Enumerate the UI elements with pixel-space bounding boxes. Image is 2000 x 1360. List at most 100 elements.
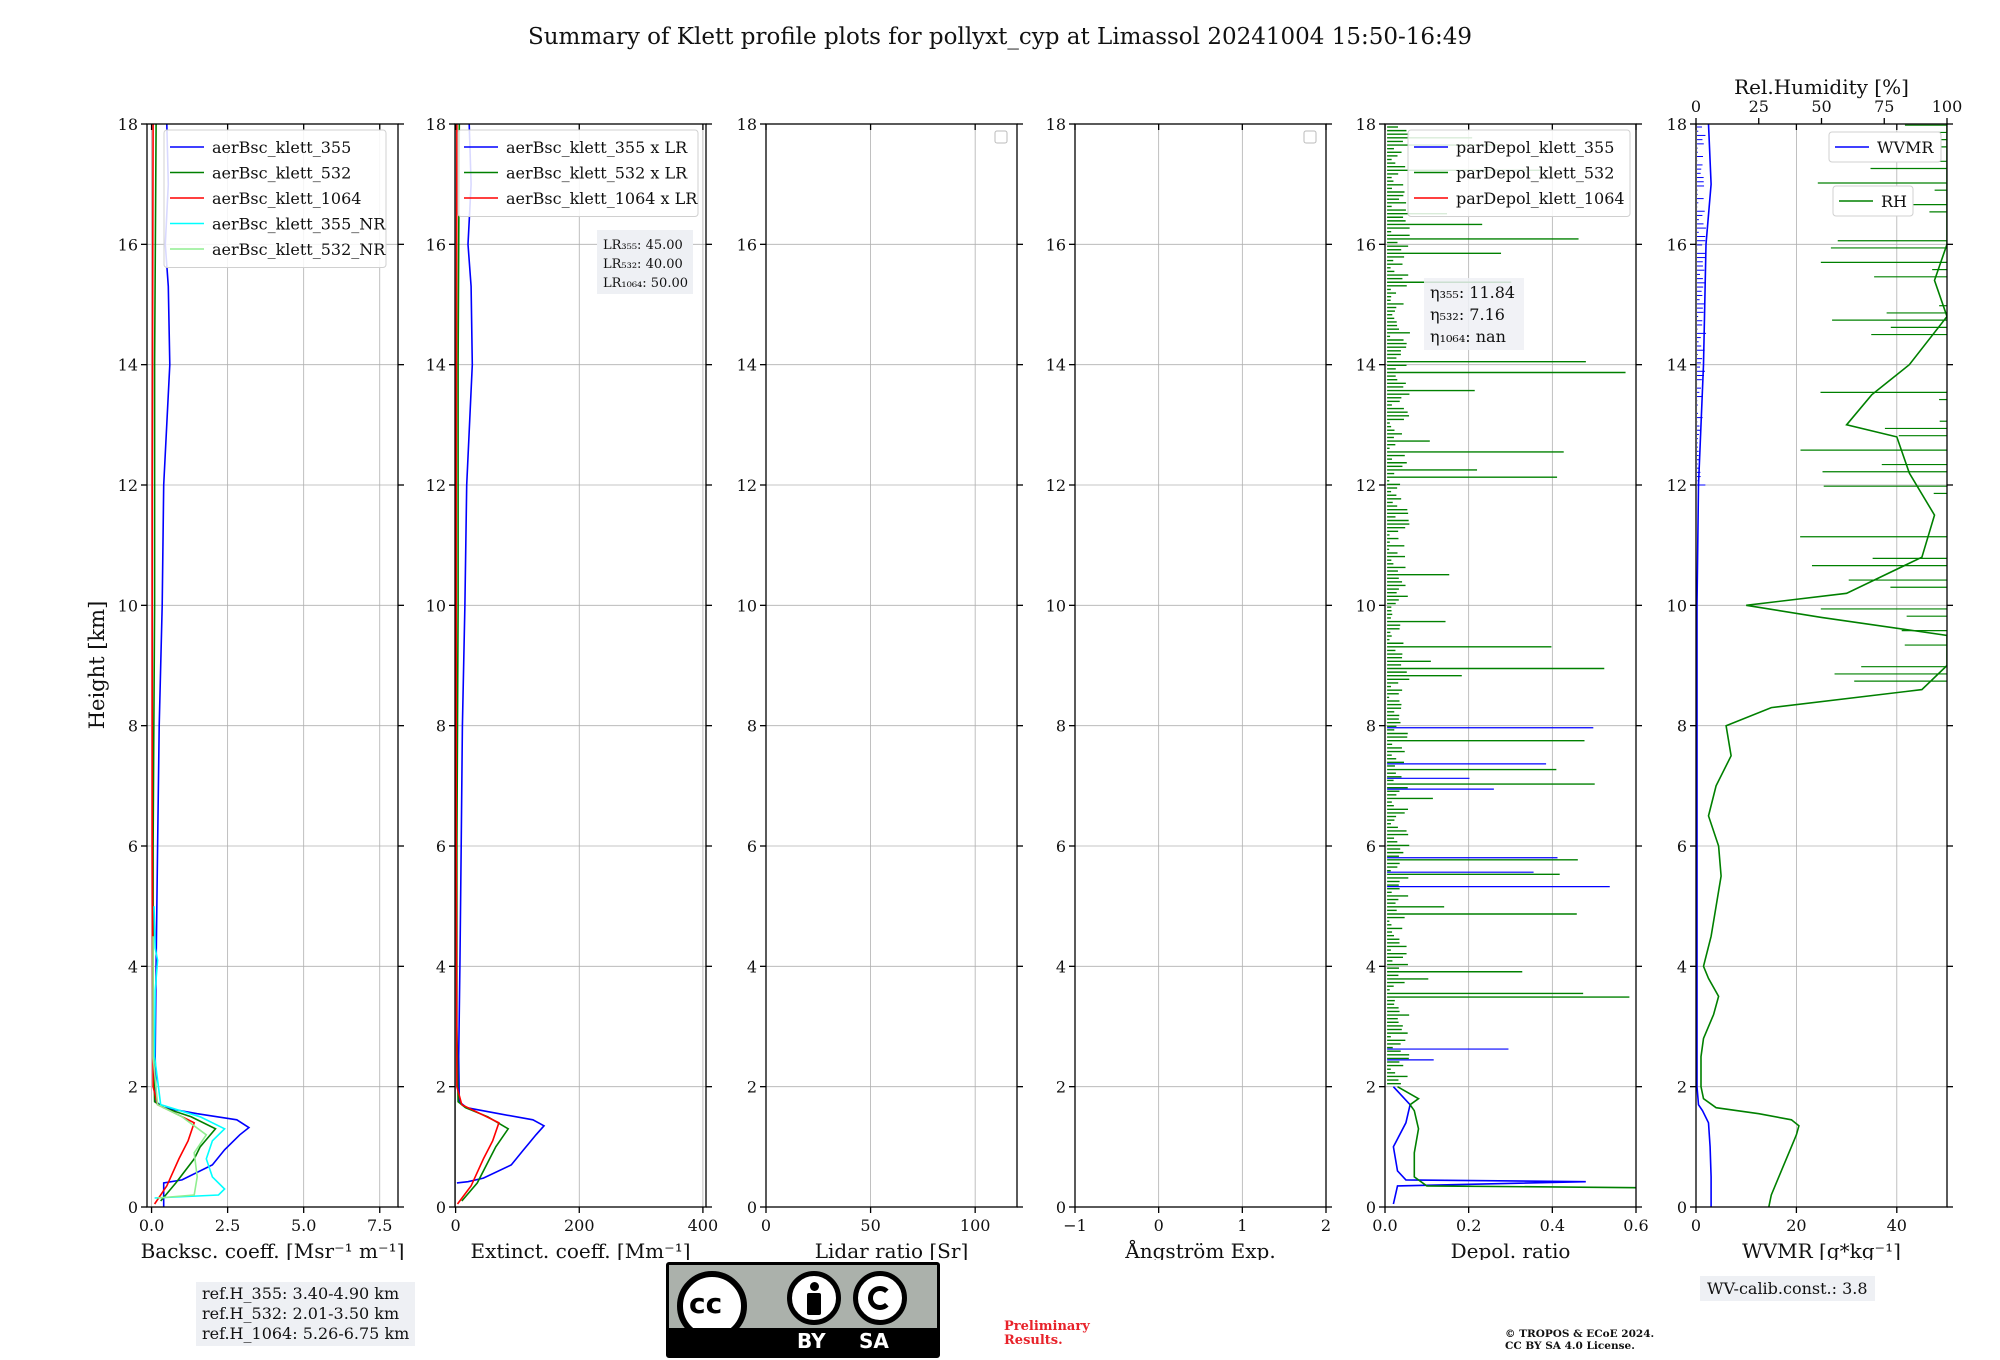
legend-entry: parDepol_klett_1064: [1456, 189, 1625, 208]
series-group: [1696, 124, 1947, 1207]
x-axis-label: Backsc. coeff. [Msr⁻¹ m⁻¹]: [141, 1239, 405, 1260]
x-tick-label: 40: [1887, 1216, 1907, 1235]
legend-entry: aerBsc_klett_532_NR: [212, 240, 386, 259]
series-line-aerBsc_klett_1064 x LR: [455, 124, 500, 1205]
series-line-WVMR: [1696, 124, 1712, 1207]
empty-legend-box: [994, 130, 1008, 144]
eta-annotation-box: [1424, 278, 1524, 350]
x-axis-label: Lidar ratio [Sr]: [815, 1239, 969, 1260]
lr-annotation-line: LR₅₃₂: 40.00: [603, 257, 683, 272]
y-tick-label: 14: [1356, 356, 1376, 375]
klett-summary-figure: Summary of Klett profile plots for polly…: [85, 24, 1963, 1260]
y-tick-label: 12: [1667, 476, 1687, 495]
top-tick-label: 0: [1691, 97, 1701, 116]
top-tick-label: 25: [1749, 97, 1769, 116]
cc-by-label: BY: [797, 1329, 826, 1353]
x-tick-label: 400: [688, 1216, 719, 1235]
empty-legend-box: [1303, 130, 1317, 144]
series-line-parDepol_klett_355: [1392, 1086, 1586, 1205]
y-tick-label: 6: [1366, 837, 1376, 856]
ref-height-532: ref.H_532: 2.01-3.50 km: [202, 1304, 400, 1323]
panel-frame: [1695, 123, 1948, 1208]
reference-height-box: ref.H_355: 3.40-4.90 km ref.H_532: 2.01-…: [196, 1282, 416, 1346]
y-tick-label: 2: [1366, 1078, 1376, 1097]
lr-annotation-line: LR₃₅₅: 45.00: [603, 238, 683, 253]
series-line-aerBsc_klett_532: [152, 124, 217, 1202]
y-tick-label: 18: [118, 115, 138, 134]
legend-entry: aerBsc_klett_532: [212, 164, 351, 183]
y-tick-label: 4: [1677, 957, 1687, 976]
y-tick-label: 14: [1667, 356, 1687, 375]
legend-entry: parDepol_klett_532: [1456, 164, 1614, 183]
legend-entry: parDepol_klett_355: [1456, 138, 1614, 157]
y-tick-label: 16: [737, 235, 757, 254]
y-tick-label: 8: [747, 717, 757, 736]
x-tick-label: 2: [1321, 1216, 1331, 1235]
y-tick-label: 2: [436, 1078, 446, 1097]
y-tick-label: 16: [1356, 235, 1376, 254]
y-tick-label: 4: [436, 957, 446, 976]
cc-sa-label: SA: [859, 1329, 889, 1353]
y-tick-label: 8: [436, 717, 446, 736]
x-tick-label: 0.6: [1623, 1216, 1648, 1235]
x-tick-label: 0.4: [1540, 1216, 1565, 1235]
x-tick-label: 100: [960, 1216, 991, 1235]
y-tick-label: 16: [1046, 235, 1066, 254]
y-tick-label: 8: [1056, 717, 1066, 736]
y-tick-label: 10: [426, 596, 446, 615]
y-tick-label: 0: [1677, 1198, 1687, 1217]
x-tick-label: 0: [1154, 1216, 1164, 1235]
top-tick-label: 50: [1811, 97, 1831, 116]
x-tick-label: −1: [1063, 1216, 1087, 1235]
y-tick-label: 14: [118, 356, 138, 375]
y-tick-label: 6: [436, 837, 446, 856]
eta-annotation-line: η₅₃₂: 7.16: [1430, 305, 1505, 324]
y-tick-label: 12: [1046, 476, 1066, 495]
lr-annotation-line: LR₁₀₆₄: 50.00: [603, 276, 688, 291]
y-tick-label: 8: [1366, 717, 1376, 736]
y-tick-label: 6: [128, 837, 138, 856]
series-line-aerBsc_klett_355: [154, 124, 251, 1207]
y-tick-label: 18: [1356, 115, 1376, 134]
x-tick-label: 2.5: [215, 1216, 240, 1235]
legend-entry: RH: [1881, 192, 1907, 211]
y-tick-label: 0: [1056, 1198, 1066, 1217]
panel-frame: [765, 123, 1018, 1208]
legend-box: [1407, 129, 1631, 217]
x-tick-label: 0: [1691, 1216, 1701, 1235]
y-tick-label: 10: [1046, 596, 1066, 615]
panel-frame: [1074, 123, 1327, 1208]
y-tick-label: 10: [1667, 596, 1687, 615]
cc-logo-text: cc: [689, 1287, 723, 1320]
y-tick-label: 18: [737, 115, 757, 134]
x-tick-label: 0.2: [1456, 1216, 1481, 1235]
y-tick-label: 6: [1677, 837, 1687, 856]
panel-ext: 0 2 4 6 8 10 12 14 16 18 0 200 400 Extinct. coeff. [M…: [426, 115, 719, 1260]
series-group: [1387, 126, 1636, 1205]
wv-calib-box: WV-calib.const.: 3.8: [1700, 1276, 1875, 1301]
eta-annotation-line: η₃₅₅: 11.84: [1430, 283, 1515, 302]
series-line-aerBsc_klett_532_NR: [152, 936, 208, 1199]
top-tick-label: 100: [1932, 97, 1963, 116]
cc-by-sa-logo: cc BY SA: [666, 1262, 940, 1358]
copyright-note: © TROPOS & ECoE 2024. CC BY SA 4.0 Licen…: [1505, 1328, 1655, 1352]
x-tick-label: 20: [1786, 1216, 1806, 1235]
y-tick-label: 12: [1356, 476, 1376, 495]
panel-frame: [146, 123, 399, 1208]
y-tick-label: 4: [1056, 957, 1066, 976]
y-tick-label: 4: [1366, 957, 1376, 976]
series-line-parDepol_klett_532: [1397, 1086, 1636, 1189]
y-tick-label: 0: [1366, 1198, 1376, 1217]
legend-entry: aerBsc_klett_532 x LR: [506, 164, 688, 183]
eta-annotation-line: η₁₀₆₄: nan: [1430, 327, 1506, 346]
x-axis-label: Extinct. coeff. [Mm⁻¹]: [470, 1239, 690, 1260]
top-axis-label: Rel.Humidity [%]: [1734, 75, 1909, 99]
legend-entry: aerBsc_klett_1064: [212, 189, 361, 208]
x-axis-label: Ångström Exp.: [1124, 1238, 1275, 1260]
ref-height-1064: ref.H_1064: 5.26-6.75 km: [202, 1324, 410, 1343]
y-tick-label: 12: [426, 476, 446, 495]
series-line-aerBsc_klett_1064: [151, 124, 196, 1205]
y-tick-label: 10: [118, 596, 138, 615]
